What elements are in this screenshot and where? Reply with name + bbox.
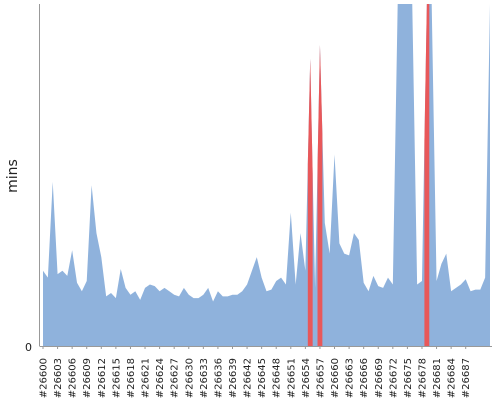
x-tick-label: #26660 bbox=[330, 358, 341, 398]
x-tick-label: #26630 bbox=[184, 358, 195, 398]
y-axis-label: mins bbox=[5, 159, 21, 193]
x-tick-label: #26639 bbox=[228, 358, 239, 398]
x-tick-label: #26672 bbox=[388, 358, 399, 398]
x-tick-label: #26684 bbox=[447, 358, 458, 398]
x-tick-label: #26681 bbox=[432, 358, 443, 398]
x-tick-label: #26669 bbox=[374, 358, 385, 398]
y-tick-label: 0 bbox=[25, 341, 32, 354]
x-tick-label: #26645 bbox=[257, 358, 268, 398]
x-tick-label: #26633 bbox=[199, 358, 210, 398]
x-tick-label: #26606 bbox=[68, 358, 79, 398]
plot-area bbox=[43, 4, 490, 346]
x-tick-label: #26663 bbox=[345, 358, 356, 398]
x-tick-label: #26612 bbox=[97, 358, 108, 398]
x-tick-label: #26609 bbox=[82, 358, 93, 398]
x-tick-label: #26642 bbox=[243, 358, 254, 398]
x-tick-label: #26603 bbox=[53, 358, 64, 398]
x-tick-label: #26675 bbox=[403, 358, 414, 398]
highlight-run-26679 bbox=[424, 4, 430, 346]
x-tick-label: #26627 bbox=[170, 358, 181, 398]
highlight-run-26655 bbox=[307, 58, 313, 346]
x-tick-label: #26624 bbox=[155, 358, 166, 398]
x-tick-label: #26678 bbox=[417, 358, 428, 398]
highlight-run-26657 bbox=[317, 45, 323, 346]
x-tick-label: #26600 bbox=[39, 358, 50, 398]
x-tick-labels: #26600 #26603 #26606 #26609 #26612 #26615 #266… bbox=[39, 346, 472, 398]
x-tick-label: #26621 bbox=[141, 358, 152, 398]
x-tick-label: #26636 bbox=[213, 358, 224, 398]
x-tick-label: #26666 bbox=[359, 358, 370, 398]
x-tick-label: #26657 bbox=[315, 358, 326, 398]
x-tick-label: #26651 bbox=[286, 358, 297, 398]
x-tick-label: #26687 bbox=[461, 358, 472, 398]
x-tick-label: #26615 bbox=[111, 358, 122, 398]
area-series bbox=[43, 4, 490, 346]
x-tick-label: #26618 bbox=[126, 358, 137, 398]
x-tick-label: #26648 bbox=[272, 358, 283, 398]
x-tick-label: #26654 bbox=[301, 358, 312, 398]
